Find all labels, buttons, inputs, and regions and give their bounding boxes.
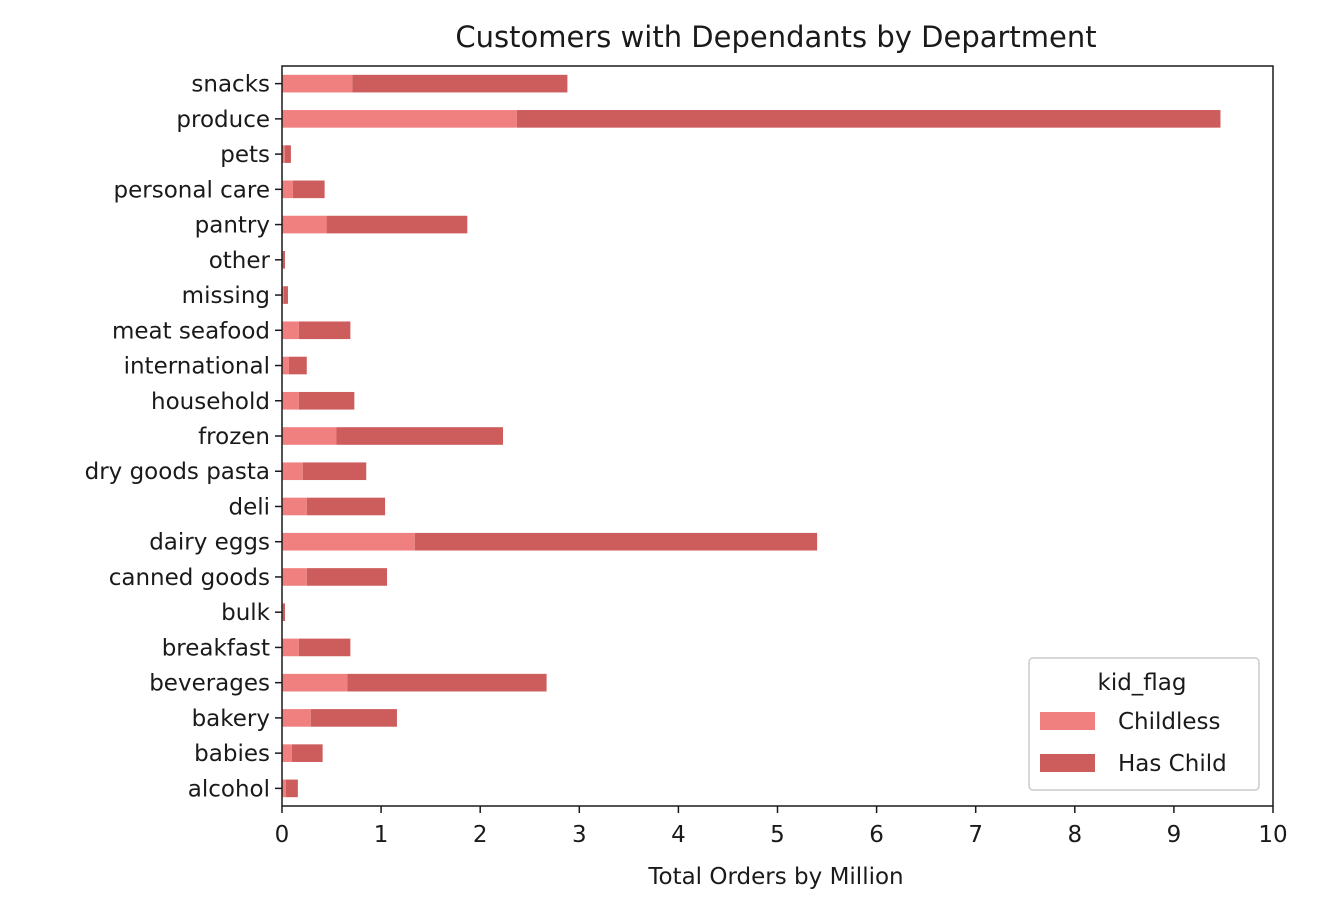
bar-meat-seafood-childless bbox=[282, 321, 299, 340]
bar-international-has-child bbox=[288, 356, 307, 375]
x-tick-label-7: 7 bbox=[968, 822, 983, 848]
bar-personal-care-childless bbox=[282, 180, 293, 199]
bar-snacks-childless bbox=[282, 74, 353, 93]
y-tick-label-bakery: bakery bbox=[192, 706, 270, 732]
bar-bulk-has-child bbox=[282, 603, 285, 621]
y-tick-label-personal-care: personal care bbox=[114, 177, 270, 203]
bar-other-has-child bbox=[282, 251, 285, 269]
bar-pantry-has-child bbox=[326, 215, 468, 234]
y-tick-label-babies: babies bbox=[194, 741, 270, 767]
legend: kid_flag Childless Has Child bbox=[1028, 657, 1260, 791]
y-tick-label-pantry: pantry bbox=[195, 213, 270, 239]
bar-beverages-childless bbox=[282, 673, 348, 692]
bar-dry-goods-pasta-has-child bbox=[302, 462, 367, 481]
y-tick-label-canned-goods: canned goods bbox=[109, 565, 270, 591]
bar-babies-childless bbox=[282, 744, 292, 762]
legend-title: kid_flag bbox=[1098, 670, 1187, 696]
x-tick-label-10: 10 bbox=[1258, 822, 1287, 848]
y-tick-label-household: household bbox=[151, 389, 270, 415]
y-tick-label-dry-goods-pasta: dry goods pasta bbox=[85, 459, 270, 485]
bar-beverages-has-child bbox=[347, 673, 547, 692]
x-tick-label-1: 1 bbox=[374, 822, 389, 848]
x-tick-label-5: 5 bbox=[770, 822, 785, 848]
chart-title: Customers with Dependants by Department bbox=[455, 20, 1096, 54]
axes-frame bbox=[281, 65, 1274, 807]
y-tick-label-snacks: snacks bbox=[191, 72, 270, 98]
x-tick-label-0: 0 bbox=[275, 822, 290, 848]
bar-breakfast-childless bbox=[282, 638, 299, 657]
x-tick-label-4: 4 bbox=[671, 822, 686, 848]
x-tick-label-9: 9 bbox=[1167, 822, 1182, 848]
legend-label-has-child: Has Child bbox=[1118, 751, 1227, 777]
bar-snacks-has-child bbox=[352, 74, 568, 93]
bar-dairy-eggs-childless bbox=[282, 532, 415, 551]
bar-breakfast-has-child bbox=[298, 638, 351, 657]
bar-alcohol-childless bbox=[282, 779, 286, 798]
y-tick-label-missing: missing bbox=[182, 283, 270, 309]
y-tick-label-other: other bbox=[209, 248, 271, 274]
bar-produce-childless bbox=[282, 110, 517, 128]
bar-meat-seafood-has-child bbox=[298, 321, 351, 340]
bar-deli-has-child bbox=[306, 497, 386, 516]
bar-deli-childless bbox=[282, 497, 307, 516]
bar-household-childless bbox=[282, 391, 299, 410]
legend-swatch-childless bbox=[1040, 712, 1095, 730]
y-tick-label-beverages: beverages bbox=[149, 671, 270, 697]
bar-personal-care-has-child bbox=[292, 180, 325, 199]
x-tick-label-8: 8 bbox=[1067, 822, 1082, 848]
plot-area: alcohol babies bakery beverages breakfast bul… bbox=[85, 65, 1288, 848]
bar-produce-has-child bbox=[516, 110, 1221, 128]
x-tick-label-3: 3 bbox=[572, 822, 587, 848]
bar-bakery-childless bbox=[282, 709, 311, 727]
y-tick-label-produce: produce bbox=[176, 107, 270, 133]
bar-canned-goods-has-child bbox=[306, 568, 388, 586]
bar-dry-goods-pasta-childless bbox=[282, 462, 303, 481]
bar-international-childless bbox=[282, 356, 289, 375]
y-tick-label-deli: deli bbox=[228, 494, 270, 520]
bar-pets-childless bbox=[282, 145, 285, 163]
bar-dairy-eggs-has-child bbox=[414, 532, 818, 551]
x-tick-label-2: 2 bbox=[473, 822, 488, 848]
bar-pantry-childless bbox=[282, 215, 327, 234]
bar-babies-has-child bbox=[291, 744, 323, 762]
bar-missing-childless bbox=[282, 286, 284, 304]
bar-alcohol-has-child bbox=[285, 779, 298, 798]
y-tick-label-frozen: frozen bbox=[198, 424, 270, 450]
x-axis-label: Total Orders by Million bbox=[647, 864, 903, 890]
y-tick-label-bulk: bulk bbox=[221, 600, 271, 626]
y-tick-label-pets: pets bbox=[220, 142, 270, 168]
y-tick-label-meat-seafood: meat seafood bbox=[112, 318, 270, 344]
legend-label-childless: Childless bbox=[1118, 709, 1221, 735]
y-tick-label-dairy-eggs: dairy eggs bbox=[149, 530, 270, 556]
bar-frozen-childless bbox=[282, 427, 337, 445]
y-tick-label-alcohol: alcohol bbox=[188, 776, 270, 802]
bar-canned-goods-childless bbox=[282, 568, 307, 586]
y-tick-label-international: international bbox=[124, 354, 270, 380]
y-tick-label-breakfast: breakfast bbox=[162, 635, 270, 661]
bar-frozen-has-child bbox=[336, 427, 503, 445]
bar-household-has-child bbox=[298, 391, 355, 410]
legend-swatch-has-child bbox=[1040, 754, 1095, 772]
bar-bakery-has-child bbox=[310, 709, 397, 727]
bar-missing-has-child bbox=[283, 286, 288, 304]
x-tick-label-6: 6 bbox=[869, 822, 884, 848]
bar-pets-has-child bbox=[284, 145, 291, 163]
